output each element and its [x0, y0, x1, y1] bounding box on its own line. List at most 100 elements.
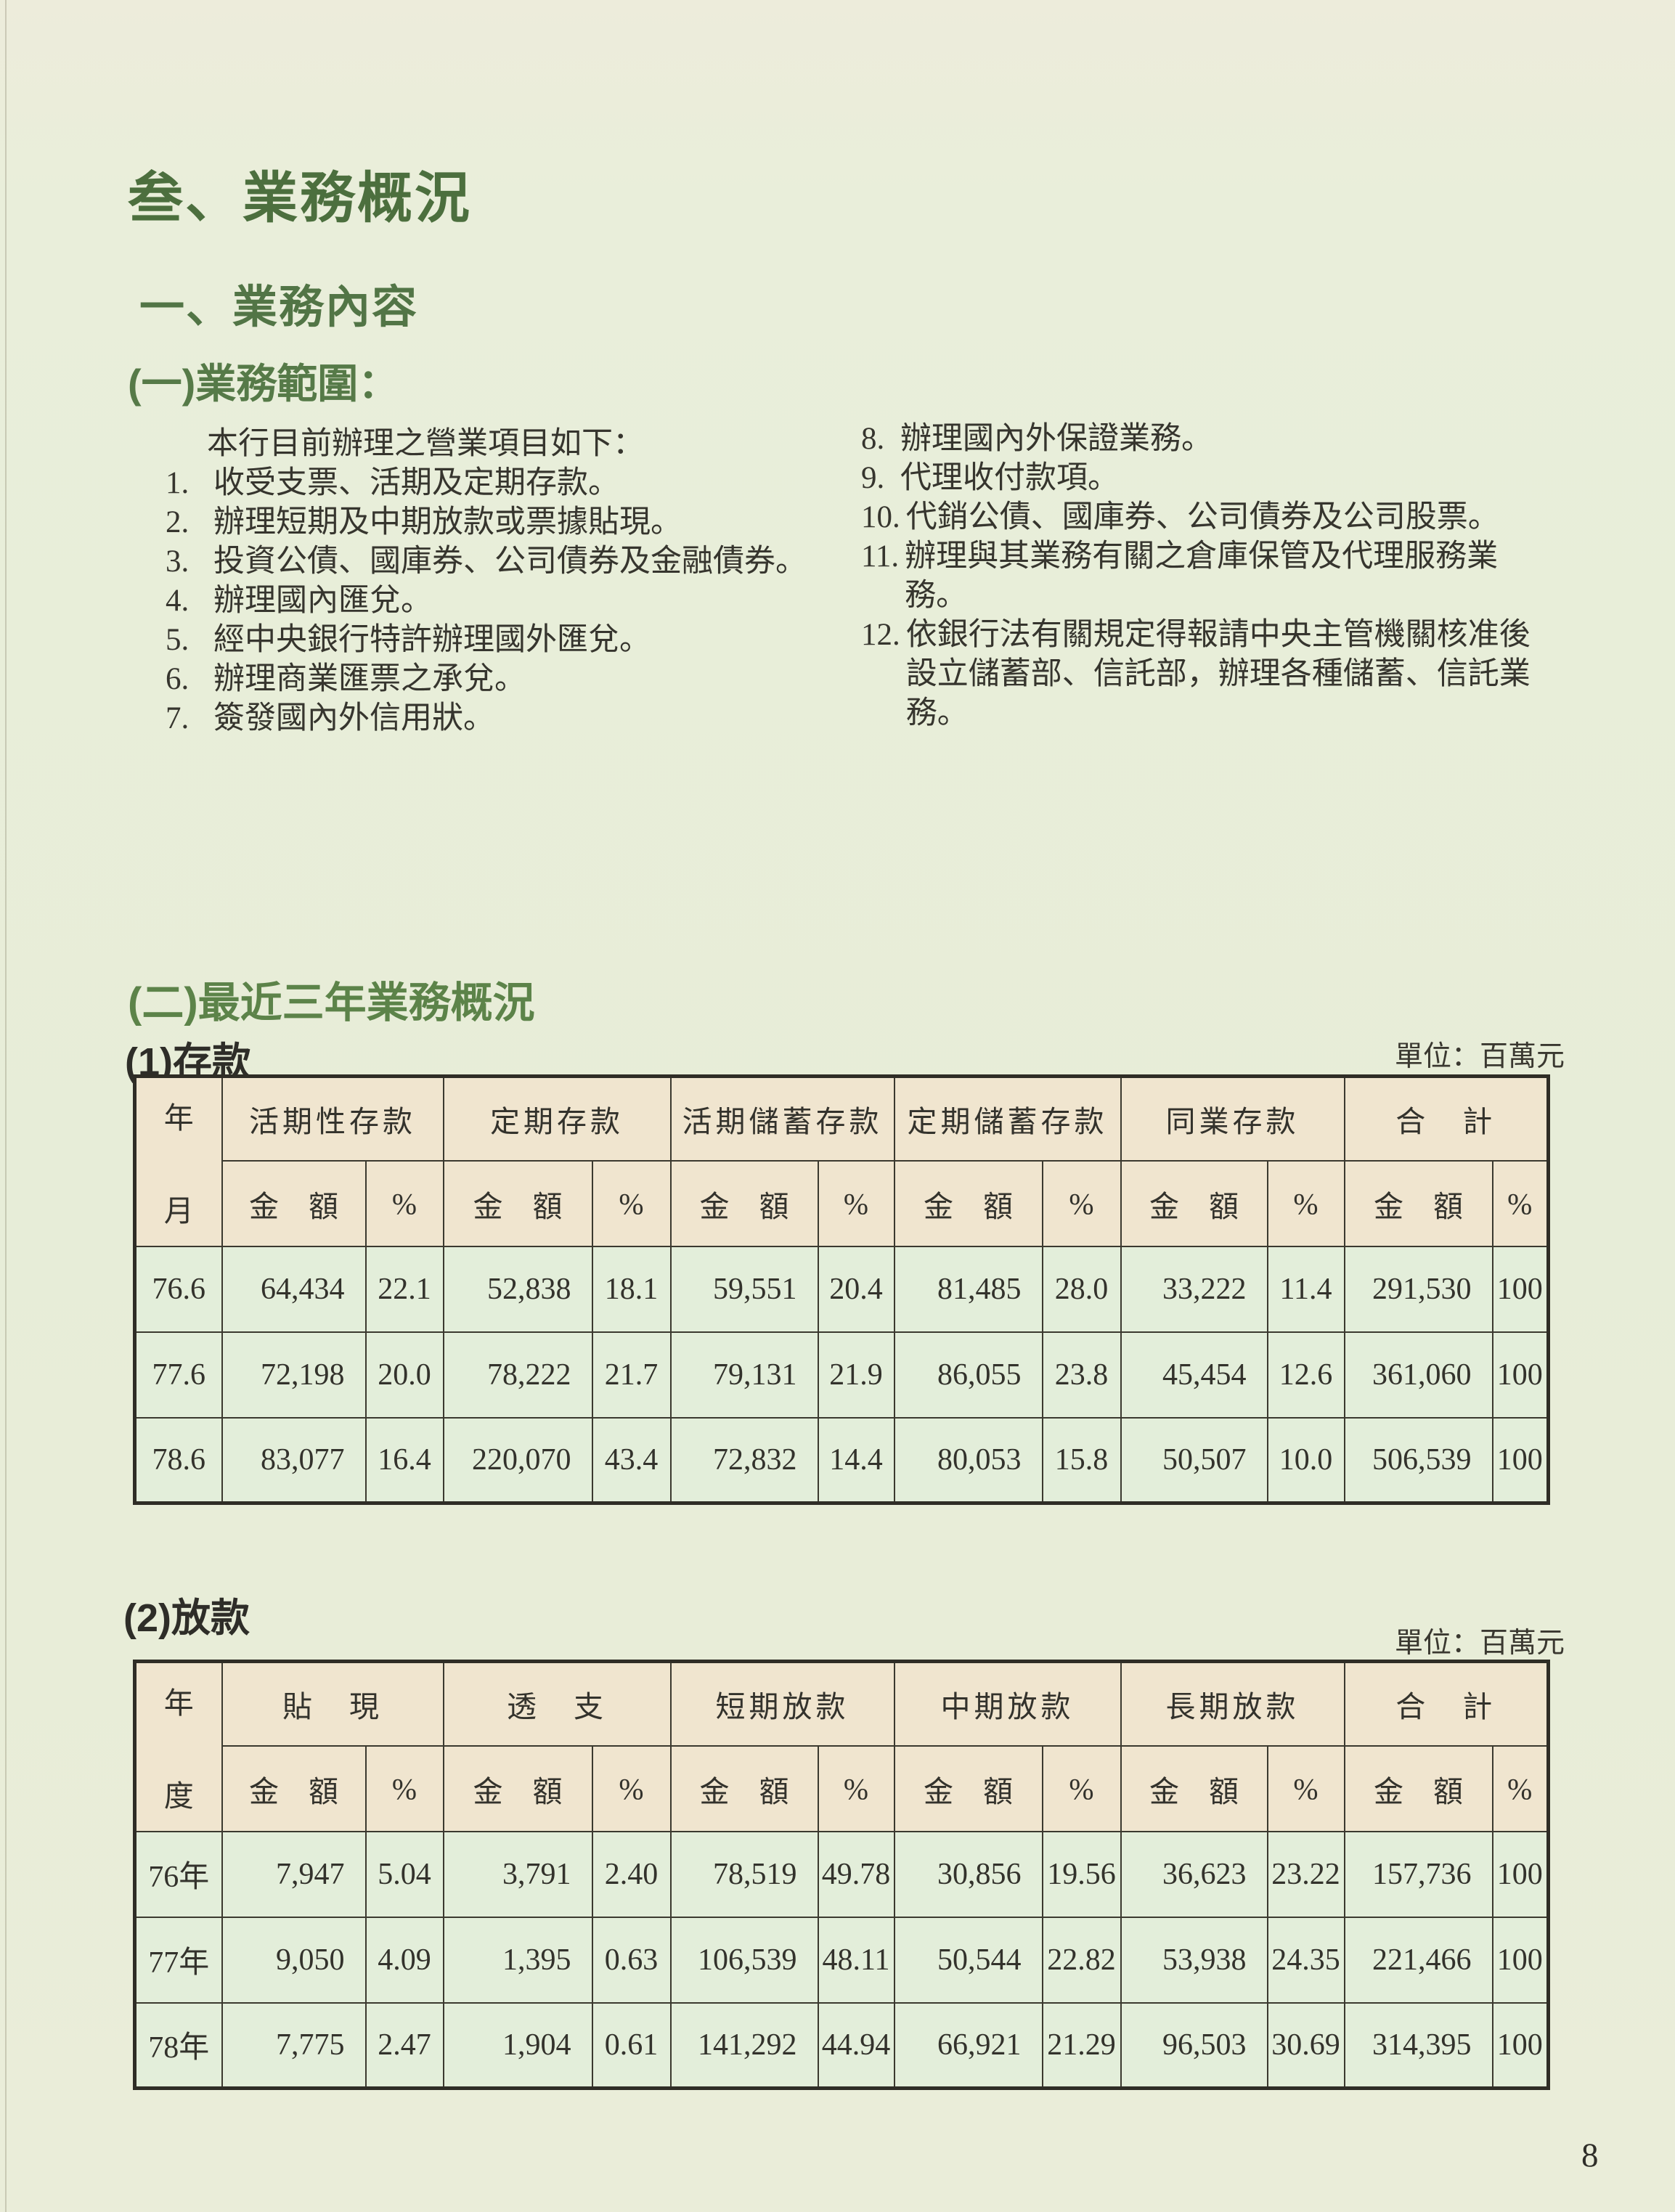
percent-value: 2.40: [591, 1830, 672, 1918]
amount-value: 45,454: [1120, 1331, 1268, 1419]
amount-value: 291,530: [1343, 1245, 1493, 1333]
page-number: 8: [1581, 2137, 1599, 2174]
subheader-amount: 金 額: [442, 1159, 593, 1247]
subheader-amount: 金 額: [1343, 1744, 1493, 1832]
amount-value: 59,551: [669, 1245, 819, 1333]
amount-value: 79,131: [669, 1331, 819, 1419]
table-row: 77年 9,050 4.09 1,395 0.63 106,539 48.11 50,544 2…: [134, 1916, 1549, 2004]
subheader-amount: 金 額: [893, 1744, 1043, 1832]
row-period: 78年: [134, 2001, 223, 2089]
percent-value: 21.29: [1041, 2001, 1122, 2089]
amount-value: 221,466: [1343, 1916, 1493, 2004]
amount-value: 106,539: [669, 1916, 819, 2004]
amount-value: 96,503: [1120, 2001, 1268, 2089]
column-group-header: 定期儲蓄存款: [893, 1075, 1122, 1162]
amount-value: 1,395: [442, 1916, 593, 2004]
percent-value: 44.94: [817, 2001, 895, 2089]
percent-value: 24.35: [1266, 1916, 1345, 2004]
amount-value: 1,904: [442, 2001, 593, 2089]
percent-value: 22.1: [364, 1245, 444, 1333]
amount-value: 7,775: [221, 2001, 367, 2089]
row-period: 77年: [134, 1916, 223, 2004]
percent-value: 100: [1491, 2001, 1549, 2089]
list-item-number: 12.: [861, 618, 900, 652]
amount-value: 220,070: [442, 1416, 593, 1504]
percent-value: 5.04: [364, 1830, 444, 1918]
amount-value: 7,947: [221, 1830, 367, 1918]
percent-value: 15.8: [1041, 1416, 1122, 1504]
column-group-header: 合 計: [1343, 1660, 1549, 1747]
list-item: 9. 代理收付款項。: [861, 459, 1552, 498]
amount-value: 78,519: [669, 1830, 819, 1918]
subheader-percent: %: [817, 1744, 895, 1832]
percent-value: 21.7: [591, 1331, 672, 1419]
row-header-cell: 年月: [134, 1075, 223, 1247]
list-item-text: 投資公債、國庫券、公司債券及金融債券。: [213, 544, 807, 579]
percent-value: 43.4: [591, 1416, 672, 1504]
row-header-chars: 年月: [136, 1093, 221, 1230]
amount-value: 33,222: [1120, 1245, 1268, 1333]
deposits-table: 年月活期性存款 定期存款 活期儲蓄存款 定期儲蓄存款 同業存款合 計金 額% 金 額% 金 …: [133, 1074, 1550, 1505]
table-row: 77.6 72,198 20.0 78,222 21.7 79,131 21.9 86,055…: [134, 1331, 1549, 1419]
list-item-number: 7.: [166, 701, 189, 735]
percent-value: 0.61: [591, 2001, 672, 2089]
amount-value: 52,838: [442, 1245, 593, 1333]
row-header-chars: 年度: [136, 1678, 221, 1815]
percent-value: 16.4: [364, 1416, 444, 1504]
subheader-amount: 金 額: [1343, 1159, 1493, 1247]
column-group-header: 合 計: [1343, 1075, 1549, 1162]
list-item-text: 代銷公債、國庫券、公司債券及公司股票。: [905, 500, 1499, 534]
percent-value: 48.11: [817, 1916, 895, 2004]
percent-value: 19.56: [1041, 1830, 1122, 1918]
amount-value: 157,736: [1343, 1830, 1493, 1918]
list-item: 11. 辦理與其業務有關之倉庫保管及代理服務業務。: [861, 537, 1552, 616]
column-group-header: 長期放款: [1120, 1660, 1345, 1747]
list-item: 1. 收受支票、活期及定期存款。: [166, 464, 863, 503]
list-item: 2. 辦理短期及中期放款或票據貼現。: [166, 503, 863, 542]
column-group-header: 中期放款: [893, 1660, 1122, 1747]
percent-value: 20.4: [817, 1245, 895, 1333]
percent-value: 12.6: [1266, 1331, 1345, 1419]
amount-value: 53,938: [1120, 1916, 1268, 2004]
amount-value: 314,395: [1343, 2001, 1493, 2089]
amount-value: 64,434: [221, 1245, 367, 1333]
amount-value: 72,832: [669, 1416, 819, 1504]
column-group-header: 貼 現: [221, 1660, 444, 1747]
list-item-text: 經中央銀行特許辦理國外匯兌。: [213, 623, 651, 657]
column-group-header: 定期存款: [442, 1075, 672, 1162]
percent-value: 100: [1491, 1916, 1549, 2004]
subheader-percent: %: [591, 1159, 672, 1247]
row-period: 76年: [134, 1830, 223, 1918]
list-item-text: 辦理商業匯票之承兌。: [213, 662, 526, 696]
list-item-text: 收受支票、活期及定期存款。: [213, 466, 619, 500]
percent-value: 18.1: [591, 1245, 672, 1333]
list-item-number: 1.: [166, 466, 189, 500]
list-item: 5. 經中央銀行特許辦理國外匯兌。: [166, 621, 863, 660]
subheader-percent: %: [1491, 1744, 1549, 1832]
row-period: 78.6: [134, 1416, 223, 1504]
subsection-title: 一、業務內容: [139, 282, 419, 332]
list-item-number: 4.: [166, 584, 189, 618]
subheader-percent: %: [591, 1744, 672, 1832]
percent-value: 49.78: [817, 1830, 895, 1918]
row-header-char: 年: [163, 1686, 194, 1721]
list-item-number: 10.: [861, 500, 900, 534]
list-item: 12. 依銀行法有關規定得報請中央主管機關核准後設立儲蓄部、信託部，辦理各種儲蓄、…: [861, 616, 1552, 733]
loans-table-caption: (2)放款: [123, 1596, 250, 1640]
recent-overview-heading: (二)最近三年業務概況: [128, 979, 535, 1027]
list-item: 3. 投資公債、國庫券、公司債券及金融債券。: [166, 542, 863, 581]
percent-value: 30.69: [1266, 2001, 1345, 2089]
column-group-header: 透 支: [442, 1660, 672, 1747]
subheader-amount: 金 額: [893, 1159, 1043, 1247]
amount-value: 36,623: [1120, 1830, 1268, 1918]
list-item-number: 8.: [861, 422, 885, 456]
row-header-char: 年: [163, 1101, 194, 1135]
percent-value: 20.0: [364, 1331, 444, 1419]
list-item-text: 辦理國內外保證業務。: [900, 422, 1213, 456]
amount-value: 80,053: [893, 1416, 1043, 1504]
amount-value: 81,485: [893, 1245, 1043, 1333]
scope-heading: (一)業務範圍：: [128, 361, 399, 407]
subheader-percent: %: [1266, 1744, 1345, 1832]
percent-value: 23.22: [1266, 1830, 1345, 1918]
